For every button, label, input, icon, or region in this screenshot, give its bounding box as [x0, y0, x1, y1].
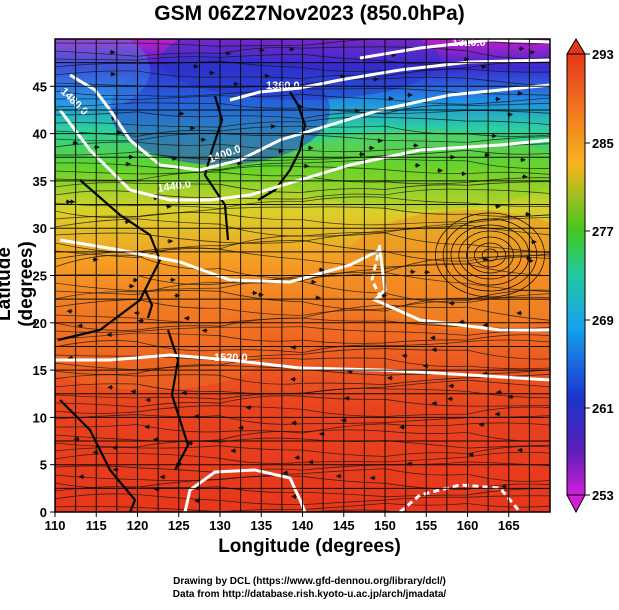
anticyclone-swirl: [434, 212, 545, 298]
swirl-ring: [434, 212, 545, 298]
y-tick-label: 45: [33, 79, 47, 94]
y-axis-label: Latitude (degrees): [0, 241, 37, 327]
contour-dashed-high: [370, 244, 384, 301]
y-tick-label: 30: [33, 221, 47, 236]
x-tick-label: 135: [250, 518, 272, 533]
x-tick-label: 115: [86, 518, 107, 533]
y-tick-label: 25: [33, 269, 47, 284]
y-tick-label: 40: [33, 127, 47, 142]
x-tick-label: 130: [209, 518, 231, 533]
colorbar-tick-label: 293: [592, 47, 614, 62]
colorbar-tick-label: 269: [592, 313, 614, 328]
y-tick-label: 5: [40, 458, 47, 473]
y-tick-label: 0: [40, 505, 47, 520]
china-coast: [57, 179, 162, 342]
swirl-ring: [473, 242, 506, 268]
swirl-ring: [466, 236, 514, 274]
x-tick-label: 125: [168, 518, 190, 533]
y-tick-label: 20: [33, 316, 47, 331]
contour-1520: [55, 353, 550, 382]
colorbar: 293 285 277 269 261 253: [566, 38, 614, 514]
indochina-coast: [59, 399, 137, 512]
x-axis-label: Longitude (degrees): [218, 536, 401, 557]
x-tick-label: 165: [498, 518, 520, 533]
contour-1480: [59, 238, 550, 332]
y-tick-label: 35: [33, 174, 47, 189]
contour-1360: [229, 58, 550, 102]
swirl-ring: [458, 230, 522, 280]
contour-label: 1320.0: [452, 37, 486, 49]
x-tick-label: 155: [415, 518, 437, 533]
contour-label: 1440.0: [157, 178, 192, 195]
y-tick-label: 10: [33, 410, 47, 425]
credit-dcl: Drawing by DCL (https://www.gfd-dennou.o…: [173, 576, 446, 587]
figure-title: GSM 06Z27Nov2023 (850.0hPa): [154, 2, 465, 25]
colorbar-bottom-arrow: [566, 494, 586, 514]
y-tick-label: 15: [33, 363, 47, 378]
grid-lines: [55, 39, 550, 512]
x-tick-label: 140: [292, 518, 314, 533]
y-axis: 0 5 10 15 20 25 30 35 40 45: [33, 79, 55, 520]
x-tick-label: 160: [457, 518, 479, 533]
colorbar-tick-label: 253: [592, 488, 614, 503]
x-tick-label: 120: [127, 518, 149, 533]
contour-1520-south: [183, 468, 307, 512]
contour-1320: [359, 39, 550, 60]
swirl-ring: [481, 248, 499, 262]
colorbar-tick-label: 285: [592, 136, 614, 151]
contour-label: 1520.0: [214, 352, 248, 364]
colorbar-tick-label: 261: [592, 401, 614, 416]
colorbar-tick-label: 277: [592, 224, 614, 239]
colorbar-top-arrow: [566, 38, 586, 55]
colorbar-bar: [566, 53, 586, 496]
x-tick-label: 110: [45, 518, 66, 533]
credit-data-source: Data from http://database.rish.kyoto-u.a…: [172, 589, 447, 600]
japan-coast: [257, 91, 307, 201]
x-axis: 110 115 120 125 130 135 140 145 150 155 160 165: [45, 512, 520, 533]
swirl-ring: [442, 218, 538, 292]
x-tick-label: 145: [333, 518, 355, 533]
x-tick-label: 150: [374, 518, 396, 533]
taiwan-coast: [144, 289, 154, 319]
